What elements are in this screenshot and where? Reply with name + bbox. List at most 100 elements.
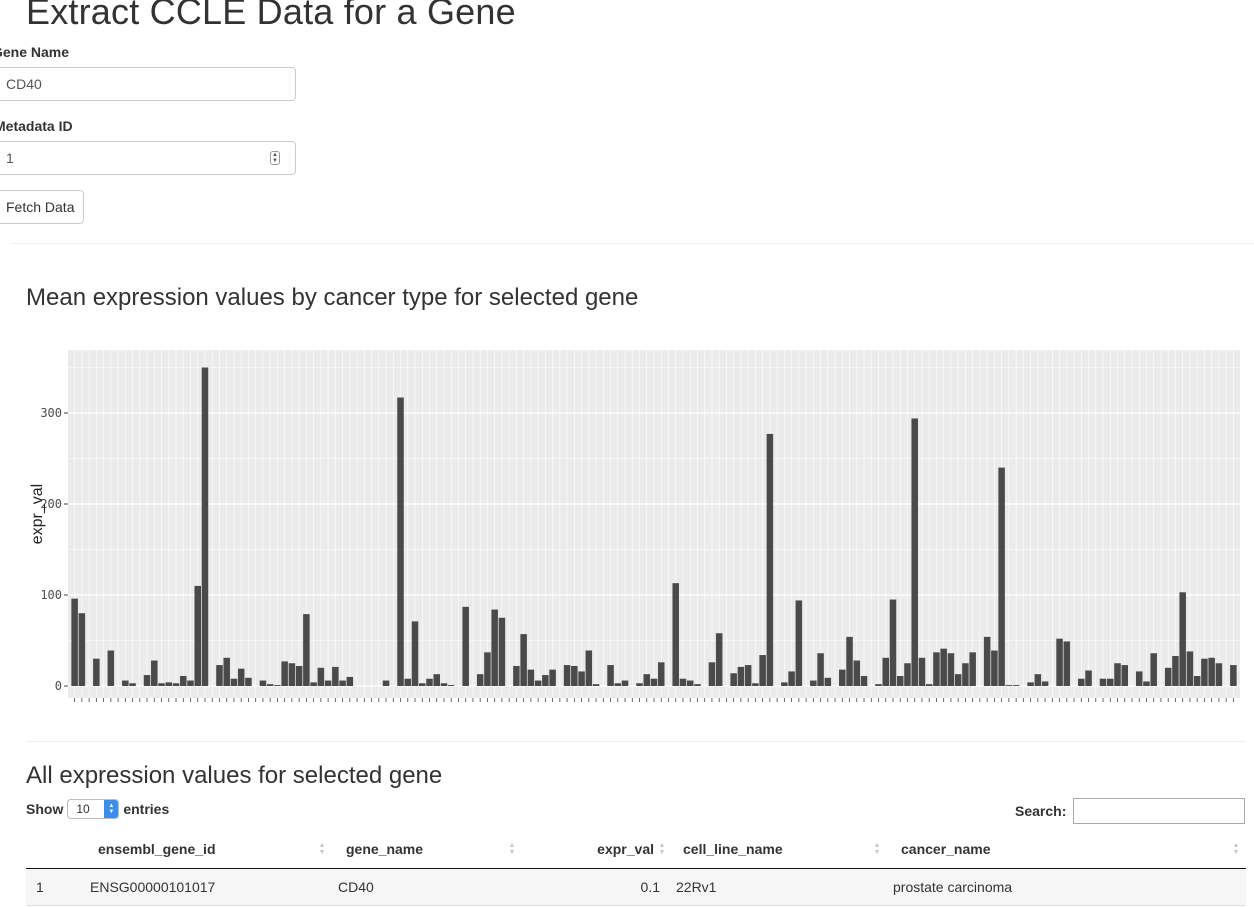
bar — [1230, 665, 1237, 686]
bar — [332, 666, 339, 686]
entries-select-value: 10 — [76, 802, 90, 816]
bar — [1041, 681, 1049, 686]
y-tick-label: 200 — [40, 497, 62, 511]
search-input[interactable] — [1073, 798, 1245, 824]
gene-name-input[interactable] — [0, 67, 296, 101]
bar — [947, 653, 955, 686]
sort-icon[interactable]: ▲ ▼ — [508, 842, 516, 856]
col-header-index[interactable] — [26, 830, 88, 869]
col-header-expr-val[interactable]: expr_val ▲ ▼ — [516, 830, 668, 869]
bar — [614, 683, 622, 686]
bar — [498, 617, 506, 686]
bar — [527, 669, 535, 686]
bar — [1193, 675, 1201, 686]
bar — [1135, 671, 1143, 686]
bar — [983, 636, 991, 686]
bar — [708, 662, 716, 686]
page-length-control: Show 10 ▲ ▼ entries — [26, 799, 169, 819]
bar — [310, 682, 317, 686]
expression-bar-chart: 0 100 200 300 expr_val — [29, 350, 1240, 702]
bar — [1034, 674, 1042, 686]
bar — [991, 650, 998, 686]
bar — [1107, 678, 1114, 686]
sort-icon[interactable]: ▲ ▼ — [318, 842, 326, 856]
stepper-up-icon[interactable]: ▲ — [272, 152, 278, 158]
bar — [585, 650, 593, 686]
bar — [853, 660, 861, 686]
select-arrows-icon[interactable]: ▲ ▼ — [104, 800, 119, 818]
entries-select[interactable]: 10 ▲ ▼ — [67, 799, 120, 819]
bar — [476, 674, 484, 686]
chart-y-axis-label: expr_val — [29, 484, 46, 544]
col-header-cell-line-name[interactable]: cell_line_name ▲ ▼ — [668, 830, 881, 869]
bar — [759, 655, 766, 686]
col-label-gene-name: gene_name — [346, 841, 424, 857]
bar — [520, 634, 527, 686]
bar — [346, 676, 354, 686]
bar — [694, 684, 701, 686]
metadata-id-input[interactable] — [0, 141, 296, 175]
bar — [426, 678, 433, 686]
table-row[interactable]: 1 ENSG00000101017 CD40 0.1 22Rv1 prostat… — [26, 868, 1246, 906]
bar — [954, 674, 962, 686]
bar — [447, 685, 455, 686]
bar — [860, 675, 868, 686]
bar — [875, 684, 882, 686]
bar — [911, 418, 918, 686]
bar — [1099, 678, 1107, 686]
bar — [1078, 678, 1085, 686]
bar — [925, 684, 933, 686]
bar — [571, 665, 578, 686]
bar — [766, 433, 774, 686]
sort-icon[interactable]: ▲ ▼ — [658, 842, 666, 856]
fetch-data-button[interactable]: Fetch Data — [0, 190, 85, 224]
bar — [324, 680, 332, 686]
bar — [781, 682, 788, 686]
cell-ensembl-gene-id: ENSG00000101017 — [88, 868, 326, 906]
bar — [382, 680, 390, 686]
bar — [592, 684, 600, 686]
bar — [1012, 685, 1020, 686]
page-title: Extract CCLE Data for a Gene — [26, 0, 516, 32]
bar — [657, 662, 665, 686]
bar — [1063, 641, 1071, 686]
chart-section-title: Mean expression values by cancer type fo… — [26, 284, 639, 311]
bar — [810, 680, 817, 686]
col-header-cancer-name[interactable]: cancer_name ▲ ▼ — [881, 830, 1246, 869]
sort-icon[interactable]: ▲ ▼ — [873, 842, 881, 856]
bar — [1027, 682, 1034, 686]
show-label: Show — [26, 801, 64, 817]
bar — [433, 674, 440, 686]
bar — [107, 650, 115, 686]
bar — [962, 663, 969, 686]
bar — [259, 680, 267, 686]
entries-label: entries — [123, 801, 170, 817]
cell-index: 1 — [26, 868, 88, 906]
bar — [969, 652, 976, 686]
bar — [411, 621, 419, 686]
metadata-id-stepper[interactable]: ▲ ▼ — [270, 151, 280, 165]
table-header-row: ensembl_gene_id ▲ ▼ gene_name ▲ ▼ expr_val… — [26, 830, 1246, 869]
bar — [686, 680, 694, 686]
bar — [1121, 665, 1129, 686]
col-header-ensembl-gene-id[interactable]: ensembl_gene_id ▲ ▼ — [88, 830, 326, 869]
expression-table: ensembl_gene_id ▲ ▼ gene_name ▲ ▼ expr_val… — [26, 830, 1246, 906]
bar — [1005, 685, 1013, 686]
bar — [484, 652, 491, 686]
bar — [918, 657, 926, 686]
gene-name-label: Gene Name — [0, 44, 70, 60]
bar — [889, 599, 897, 686]
col-header-gene-name[interactable]: gene_name ▲ ▼ — [326, 830, 516, 869]
stepper-down-icon[interactable]: ▼ — [272, 158, 278, 164]
bar — [752, 683, 759, 686]
bar — [187, 680, 194, 686]
bar — [440, 683, 448, 686]
bar — [737, 666, 745, 686]
bar — [418, 683, 426, 686]
sort-icon[interactable]: ▲ ▼ — [1232, 842, 1240, 856]
bar — [281, 661, 288, 686]
bar — [462, 606, 469, 686]
bar — [882, 657, 890, 686]
col-label-cell-line-name: cell_line_name — [683, 841, 783, 857]
bar — [1201, 658, 1208, 686]
